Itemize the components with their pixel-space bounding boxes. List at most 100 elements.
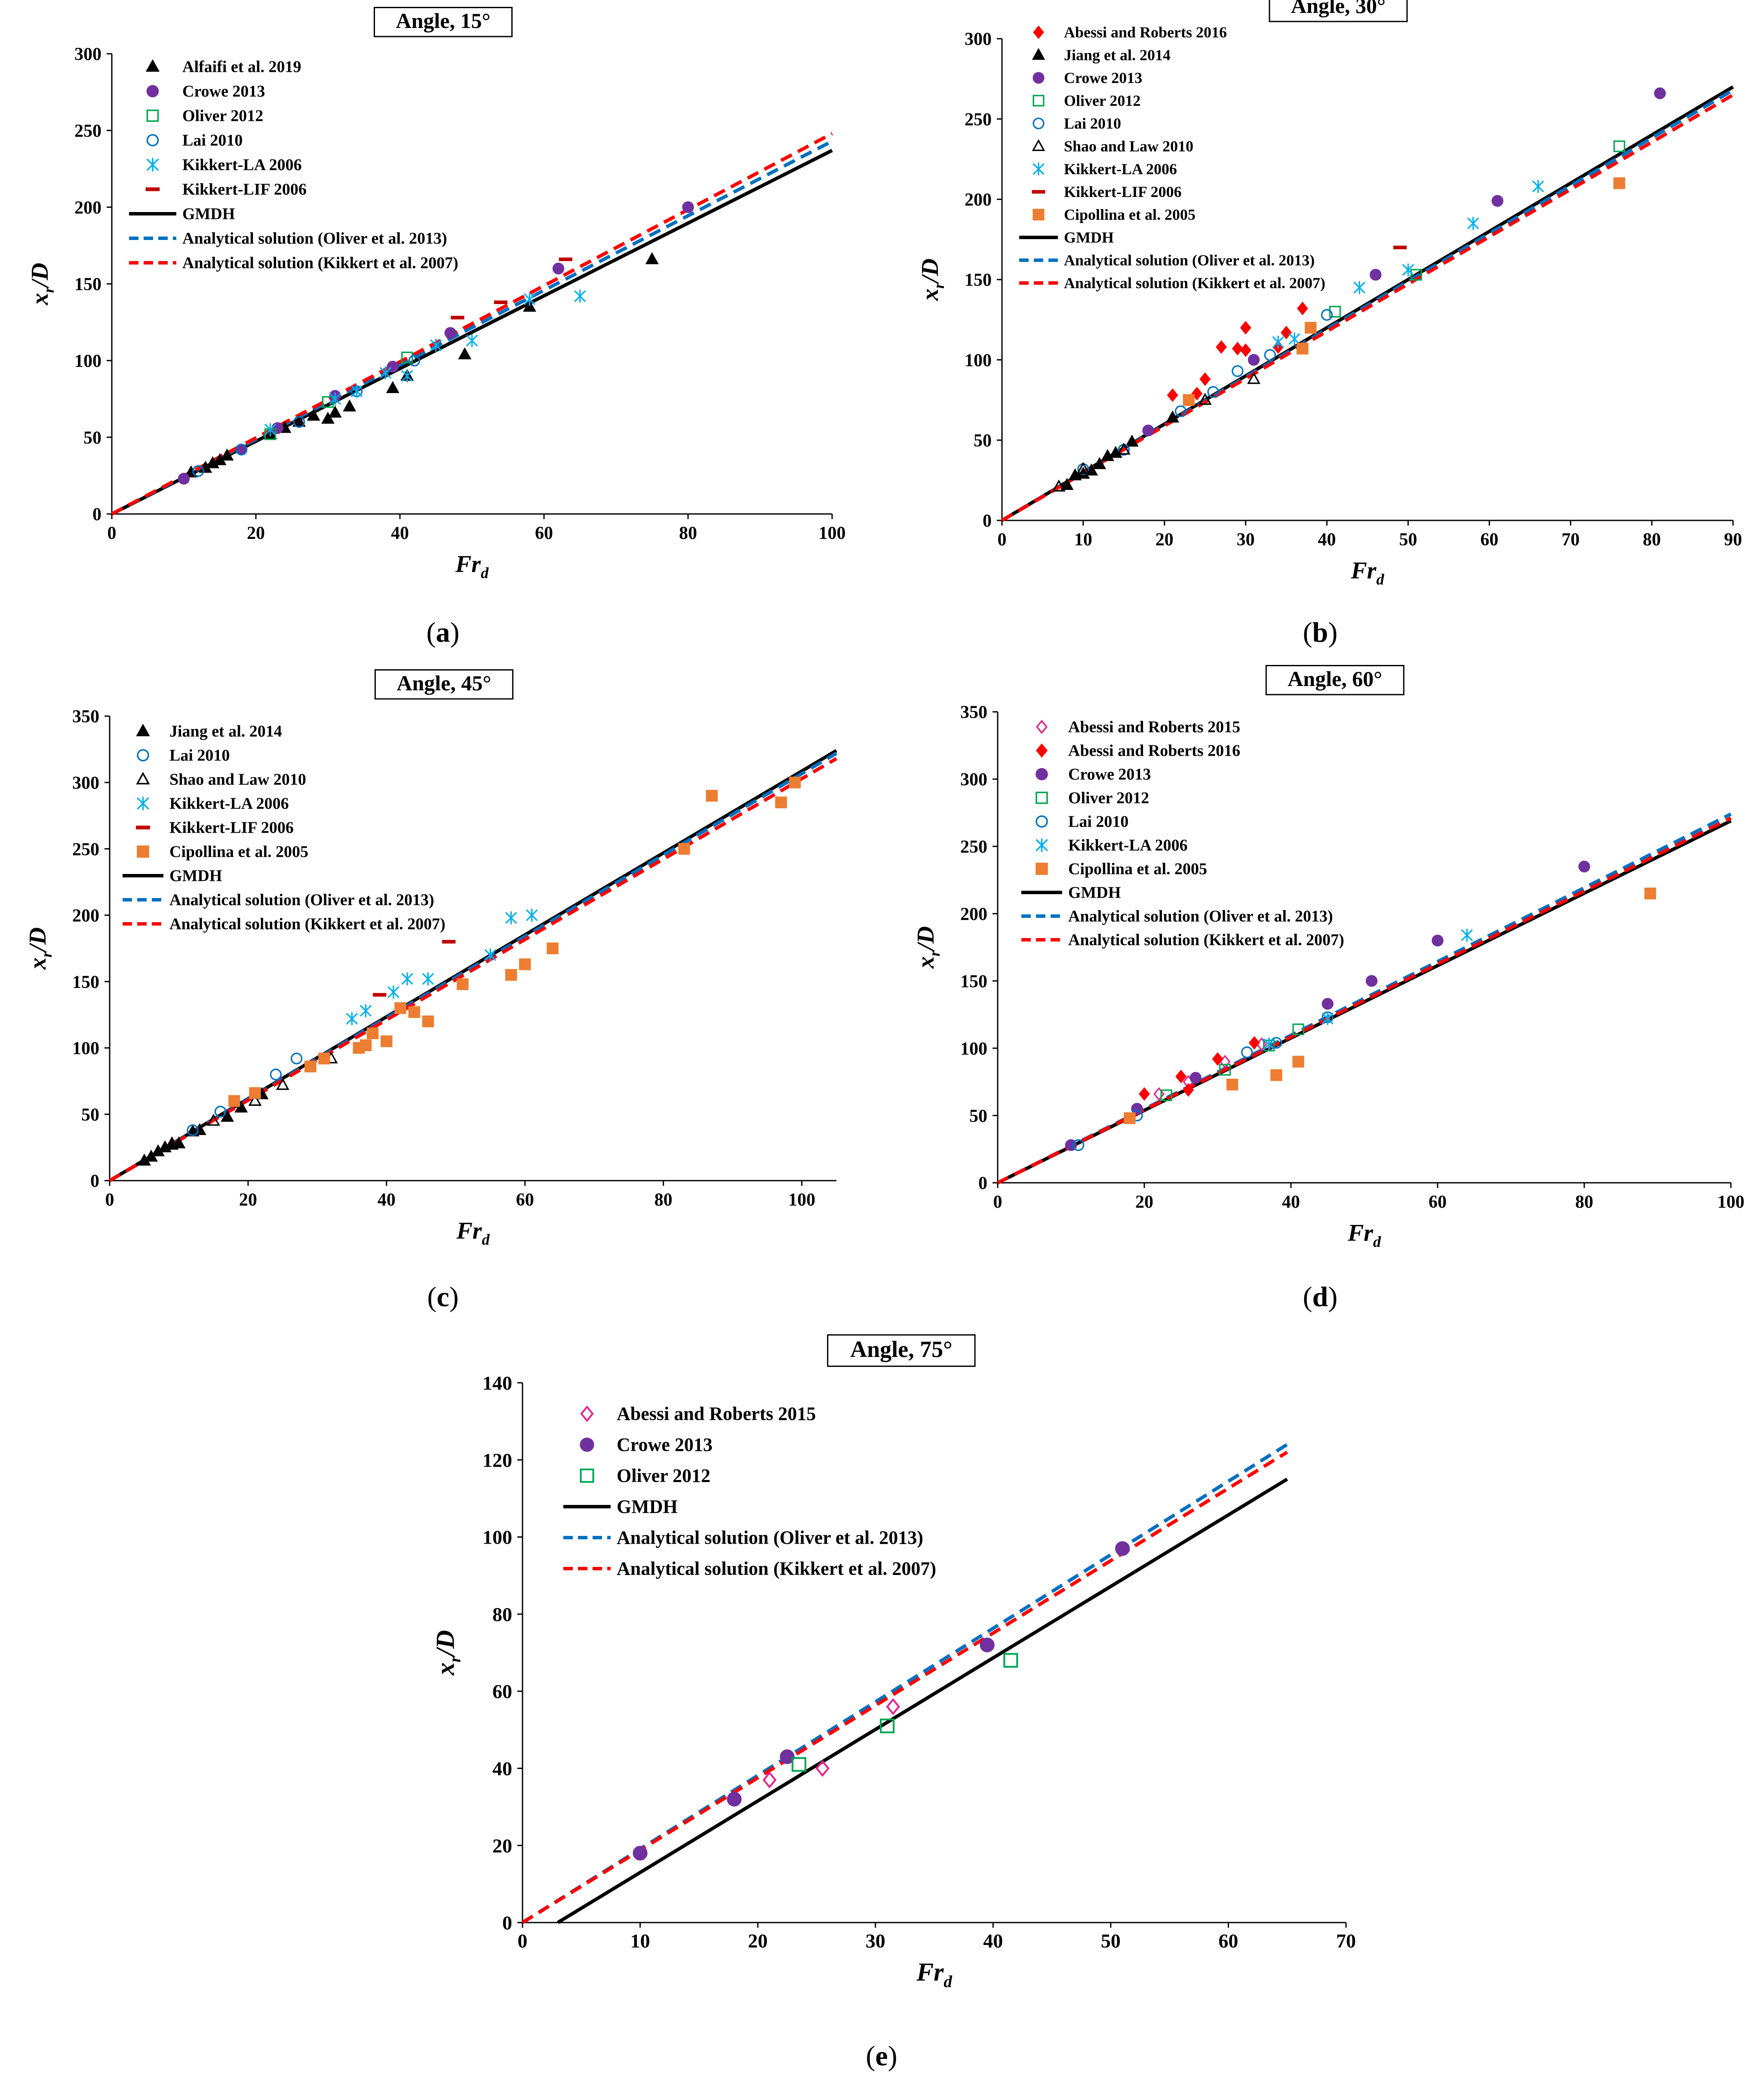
point-cipollina-et-al-2005-c (408, 1006, 420, 1018)
x-tick-label-a: 40 (391, 523, 409, 543)
x-tick-label-b: 30 (1237, 530, 1255, 550)
point-abessi-and-roberts-2016-b (1199, 372, 1211, 386)
legend-label-gmdh-e: GMDH (617, 1496, 678, 1517)
point-cipollina-et-al-2005-d (1644, 887, 1656, 900)
point-abessi-and-roberts-2016-d (1248, 1036, 1260, 1050)
y-tick-label-a: 0 (92, 505, 101, 525)
y-tick-label-a: 300 (74, 45, 101, 65)
fit-line-analytical-solution-kikkert-et-al-2007-e (521, 1450, 1288, 1924)
point-kikkert-la-2006-b (1353, 281, 1365, 294)
legend-marker-oliver-2012-b (1033, 95, 1045, 107)
legend-marker-abessi-and-roberts-2016-b (1033, 25, 1044, 39)
legend-marker-jiang-et-al-2014-c (136, 723, 150, 736)
y-tick-label-c: 100 (72, 1039, 99, 1058)
point-jiang-et-al-2014-b (1109, 446, 1122, 458)
point-kikkert-la-2006-a (523, 292, 536, 306)
point-jiang-et-al-2014-b (1093, 457, 1106, 469)
point-cipollina-et-al-2005-d (1226, 1078, 1238, 1091)
legend-label-analytical-solution-kikkert-et-al-2007-a: Analytical solution (Kikkert et al. 2007… (182, 254, 458, 272)
point-abessi-and-roberts-2016-b (1281, 326, 1292, 340)
x-tick-label-e: 70 (1336, 1930, 1356, 1952)
legend-marker-crowe-2013-b (1033, 72, 1045, 84)
point-crowe-2013-a (682, 201, 694, 213)
x-tick-label-c: 60 (516, 1190, 534, 1210)
y-tick-label-a: 50 (83, 428, 101, 448)
y-axis-label-e: xr/D (431, 1630, 464, 1676)
point-alfaifi-et-al-2019-a (645, 252, 659, 265)
point-crowe-2013-a (444, 327, 456, 339)
y-tick-label-a: 100 (74, 351, 101, 371)
point-abessi-and-roberts-2016-b (1232, 342, 1243, 356)
fit-line-gmdh-e (556, 1477, 1288, 1924)
point-shao-and-law-2010-b (1198, 393, 1212, 405)
legend-label-crowe-2013-e: Crowe 2013 (617, 1434, 713, 1455)
y-tick-label-c: 350 (72, 707, 99, 727)
point-kikkert-la-2006-c (505, 911, 517, 925)
point-kikkert-la-2006-a (401, 369, 413, 383)
point-kikkert-la-2006-d (1461, 929, 1473, 942)
point-cipollina-et-al-2005-c (775, 796, 787, 809)
legend-label-gmdh-b: GMDH (1064, 229, 1114, 246)
point-cipollina-et-al-2005-b (1183, 394, 1195, 406)
y-tick-label-d: 150 (960, 972, 987, 991)
legend-label-kikkert-la-2006-d: Kikkert-LA 2006 (1068, 837, 1188, 855)
x-tick-label-c: 0 (105, 1190, 114, 1210)
chart-title-box-a (374, 7, 513, 37)
point-lai-2010-b (1232, 365, 1244, 377)
y-tick-label-a: 200 (74, 198, 101, 218)
point-cipollina-et-al-2005-b (1305, 322, 1317, 334)
chart-title-c: Angle, 45° (396, 671, 491, 695)
legend-marker-abessi-and-roberts-2015-d (1036, 720, 1048, 734)
point-kikkert-la-2006-c (401, 972, 413, 986)
x-tick-label-e: 20 (748, 1930, 768, 1952)
chart-panel-b: 0 10 20 30 40 50 60 70 80 90 0 50 100 150 200 250 300 Frd… (917, 0, 1742, 588)
legend-label-lai-2010-d: Lai 2010 (1068, 813, 1128, 831)
legend-label-analytical-solution-oliver-et-al-2013-d: Analytical solution (Oliver et al. 2013) (1068, 908, 1333, 926)
point-shao-and-law-2010-b (1247, 372, 1261, 384)
panel-label-a: (a) (427, 617, 460, 648)
legend-label-abessi-and-roberts-2016-d: Abessi and Roberts 2016 (1068, 742, 1240, 760)
point-oliver-2012-e (879, 1718, 895, 1733)
legend-marker-lai-2010-d (1036, 815, 1048, 828)
point-crowe-2013-d (1432, 935, 1444, 947)
y-tick-label-b: 250 (965, 110, 992, 129)
chart-title-box-c (374, 669, 513, 700)
panel-label-e: (e) (866, 2040, 897, 2072)
chart-panel-e: 0 10 20 30 40 50 60 70 0 20 40 60 80 100 120 140 Frd xr/D… (431, 1334, 1356, 1991)
legend-marker-shao-and-law-2010-c (136, 772, 150, 785)
point-alfaifi-et-al-2019-a (307, 409, 320, 421)
y-tick-label-d: 250 (960, 837, 987, 857)
point-alfaifi-et-al-2019-a (220, 448, 234, 461)
point-crowe-2013-a (387, 360, 399, 373)
point-cipollina-et-al-2005-c (318, 1052, 330, 1064)
point-oliver-2012-e (791, 1757, 806, 1772)
y-tick-label-d: 100 (960, 1039, 987, 1059)
legend-label-jiang-et-al-2014-c: Jiang et al. 2014 (169, 723, 282, 741)
chart-title-a: Angle, 15° (396, 9, 491, 33)
point-alfaifi-et-al-2019-a (343, 399, 356, 412)
point-kikkert-la-2006-a (379, 366, 392, 379)
x-tick-label-e: 10 (630, 1930, 650, 1952)
legend-label-alfaifi-et-al-2019-a: Alfaifi et al. 2019 (182, 58, 301, 76)
x-axis-label-d: Frd (1347, 1220, 1381, 1250)
legend-marker-cipollina-et-al-2005-c (137, 845, 149, 858)
legend-label-gmdh-a: GMDH (182, 205, 235, 223)
legend-marker-cipollina-et-al-2005-d (1036, 862, 1048, 875)
svg-text:(b): (b) (1303, 617, 1338, 648)
y-tick-label-a: 150 (74, 275, 101, 295)
x-tick-label-c: 80 (655, 1190, 673, 1210)
y-tick-label-c: 300 (72, 773, 99, 793)
x-tick-label-b: 50 (1399, 530, 1417, 550)
point-shao-and-law-2010-c (165, 1136, 179, 1148)
y-tick-label-c: 250 (72, 840, 99, 859)
point-abessi-and-roberts-2016-d (1212, 1052, 1223, 1066)
x-tick-label-e: 30 (866, 1930, 885, 1952)
point-shao-and-law-2010-b (1052, 479, 1066, 492)
point-lai-2010-a (235, 443, 248, 455)
point-abessi-and-roberts-2016-d (1139, 1087, 1150, 1101)
legend-marker-kikkert-la-2006-c (137, 797, 149, 810)
point-lai-2010-c (290, 1052, 303, 1064)
point-cipollina-et-al-2005-d (1270, 1069, 1282, 1081)
point-kikkert-la-2006-a (466, 334, 478, 348)
legend-marker-kikkert-la-2006-a (146, 158, 159, 172)
